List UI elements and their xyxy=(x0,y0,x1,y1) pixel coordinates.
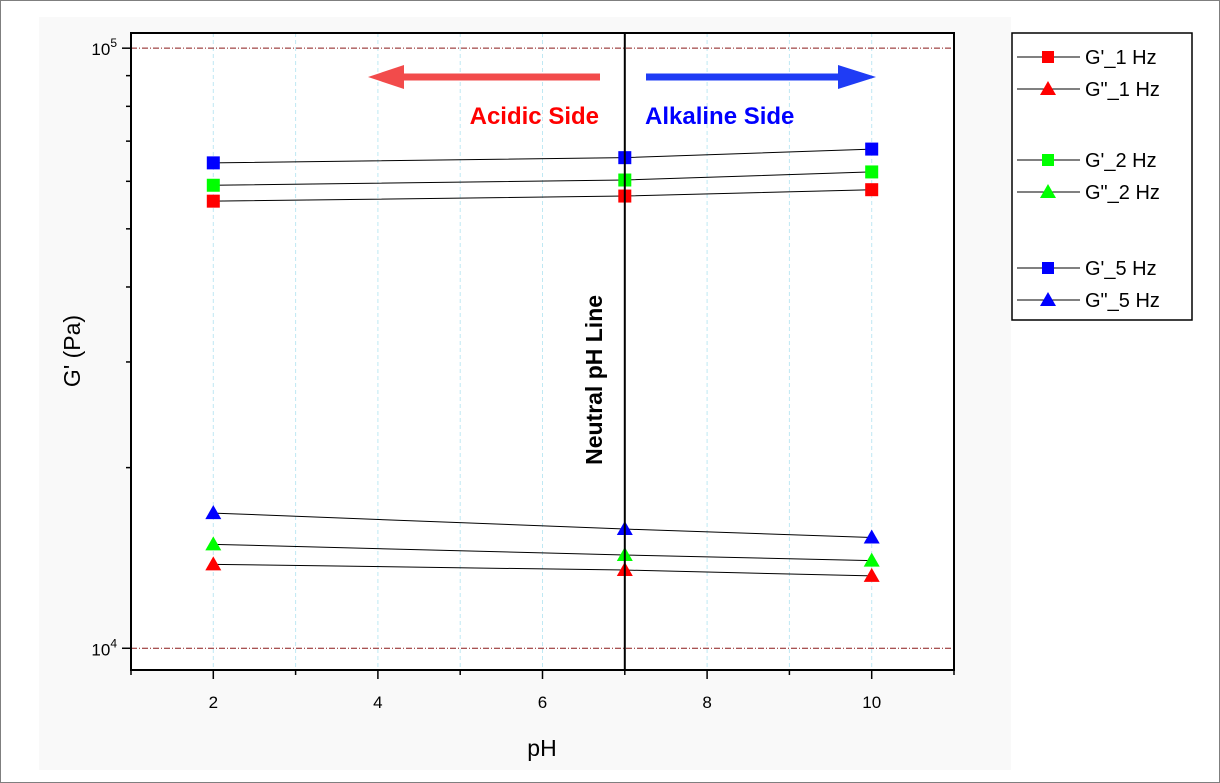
data-point-square xyxy=(865,183,879,197)
legend-label: G'_1 Hz xyxy=(1085,47,1157,69)
data-point-square xyxy=(865,142,879,156)
legend: G'_1 Hz G"_1 Hz G'_2 Hz G"_2 Hz G'_5 Hz G"_5 … xyxy=(1011,32,1193,321)
legend-label: G"_1 Hz xyxy=(1085,79,1160,101)
x-tick-labels: 2 4 6 8 10 xyxy=(209,693,882,712)
data-point-triangle xyxy=(863,529,880,544)
data-point-square xyxy=(865,165,879,179)
data-point-triangle xyxy=(205,536,222,551)
reference-lines xyxy=(131,47,954,649)
data-point-triangle xyxy=(863,567,880,582)
y-axis-title: G' (Pa) xyxy=(59,315,85,387)
y-tick-label: 105 xyxy=(91,36,117,59)
y-tick-labels: 104 105 xyxy=(91,36,117,659)
alkaline-side-label: Alkaline Side xyxy=(645,103,794,130)
axis-ticks xyxy=(122,47,955,679)
neutral-ph-line-label: Neutral pH Line xyxy=(581,295,607,465)
data-point-square xyxy=(206,178,220,192)
x-axis-title: pH xyxy=(527,735,556,761)
legend-label: G'_5 Hz xyxy=(1085,258,1157,280)
neutral-ph-line-group: Neutral pH Line xyxy=(581,33,626,670)
x-tick-label: 2 xyxy=(209,693,218,712)
legend-label: G"_5 Hz xyxy=(1085,290,1160,312)
x-tick-label: 6 xyxy=(538,693,547,712)
legend-label: G"_2 Hz xyxy=(1085,182,1160,204)
data-point-triangle xyxy=(205,505,222,520)
legend-marker-square xyxy=(1042,51,1054,63)
legend-marker-square xyxy=(1042,262,1054,274)
grid xyxy=(130,33,955,670)
legend-marker-square xyxy=(1042,154,1054,166)
data-point-square xyxy=(206,156,220,170)
side-arrows: Acidic Side Alkaline Side xyxy=(368,65,876,130)
legend-label: G'_2 Hz xyxy=(1085,150,1157,172)
legend-marker-triangle xyxy=(1040,81,1056,95)
x-tick-label: 10 xyxy=(862,693,881,712)
data-point-square xyxy=(206,194,220,208)
data-point-triangle xyxy=(205,556,222,571)
y-tick-label: 104 xyxy=(91,636,117,659)
legend-marker-triangle xyxy=(1040,184,1056,198)
data-point-triangle xyxy=(863,552,880,567)
x-tick-label: 8 xyxy=(702,693,711,712)
acidic-side-label: Acidic Side xyxy=(470,103,599,130)
acidic-arrow-head xyxy=(368,65,404,89)
legend-marker-triangle xyxy=(1040,292,1056,306)
x-tick-label: 4 xyxy=(373,693,382,712)
alkaline-arrow-head xyxy=(838,65,876,89)
